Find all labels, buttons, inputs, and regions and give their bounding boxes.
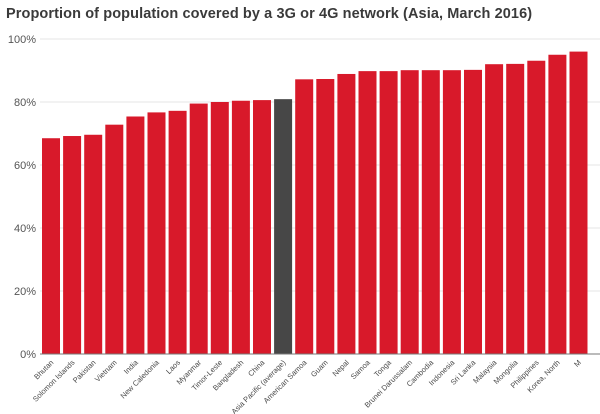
bar-india bbox=[126, 116, 145, 355]
x-category-label: Pakistan bbox=[71, 358, 98, 385]
bar-indonesia bbox=[442, 70, 461, 354]
bar-bangladesh bbox=[231, 100, 250, 355]
y-axis-tick-labels: 0% 20% 40% 60% 80% 100% bbox=[8, 34, 36, 361]
bar-samoa bbox=[358, 71, 377, 354]
bar-american-samoa bbox=[295, 79, 314, 354]
bar-nepal bbox=[337, 73, 356, 354]
bar-laos bbox=[168, 110, 187, 354]
bar-timor-leste bbox=[210, 102, 229, 354]
bar-new-caledonia bbox=[147, 112, 166, 355]
chart-title: Proportion of population covered by a 3G… bbox=[6, 6, 533, 22]
x-category-label: India bbox=[122, 357, 140, 375]
bar-m bbox=[569, 51, 588, 354]
bar-vietnam bbox=[105, 124, 124, 355]
x-category-label: Guam bbox=[309, 358, 330, 379]
bar-china bbox=[253, 100, 271, 354]
x-category-label: Laos bbox=[164, 358, 182, 376]
bar-sri-lanka bbox=[464, 69, 482, 355]
bar-malaysia bbox=[485, 64, 504, 354]
bar-guam bbox=[316, 79, 335, 354]
x-category-label: M bbox=[572, 358, 583, 369]
bar-asia-pacific-average bbox=[274, 99, 293, 354]
bar-brunei-darussalam bbox=[400, 70, 419, 354]
bar-korea-north bbox=[548, 54, 567, 354]
bar-philippines bbox=[527, 60, 546, 355]
y-tick-label: 100% bbox=[8, 34, 36, 46]
bar-bhutan bbox=[42, 138, 60, 354]
x-category-label: Vietnam bbox=[93, 358, 119, 384]
bar-myanmar bbox=[189, 103, 208, 354]
bar-tonga bbox=[379, 71, 398, 354]
bar-solomon-islands bbox=[63, 136, 82, 354]
x-category-label: New Caledonia bbox=[119, 357, 162, 400]
x-category-label: Samoa bbox=[349, 357, 373, 381]
y-tick-label: 80% bbox=[14, 97, 36, 109]
y-tick-label: 60% bbox=[14, 160, 36, 172]
bar-cambodia bbox=[421, 70, 440, 354]
y-tick-label: 40% bbox=[14, 223, 36, 235]
y-tick-label: 20% bbox=[14, 286, 36, 298]
y-tick-label: 0% bbox=[20, 349, 36, 361]
bar-mongolia bbox=[506, 63, 525, 354]
bars bbox=[42, 51, 588, 355]
bar-pakistan bbox=[84, 134, 103, 354]
